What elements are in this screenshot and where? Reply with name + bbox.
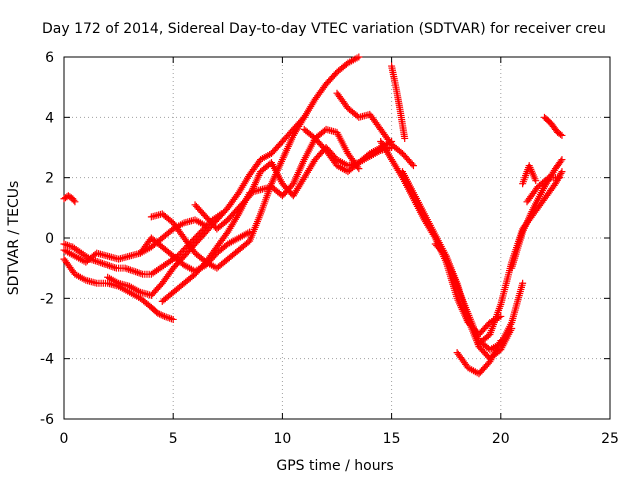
x-tick-label: 25 [601,431,619,447]
data-point [100,260,108,268]
y-tick-label: -2 [40,291,54,307]
data-point [401,134,409,142]
data-point [169,315,177,323]
data-point [104,261,112,269]
x-tick-label: 20 [492,431,510,447]
data-point [93,258,101,266]
grid [64,57,610,419]
data-point [156,310,164,318]
x-tick-label: 10 [273,431,291,447]
data-point [137,270,145,278]
data-point [105,262,113,270]
data-point [111,264,119,272]
data-point [107,262,115,270]
data-point [408,160,416,168]
data-point [109,263,117,271]
x-tick-label: 5 [169,431,178,447]
data-point [154,309,162,317]
data-point [558,156,566,164]
y-tick-label: 0 [45,231,54,247]
x-axis-label: GPS time / hours [276,458,393,474]
data-point [60,240,68,248]
data-point [558,131,566,139]
data-point [98,259,106,267]
data-point [130,267,138,275]
y-tick-label: -4 [40,352,54,368]
data-point [71,198,79,206]
y-axis-label: SDTVAR / TECUs [6,181,22,296]
x-tick-label: 15 [383,431,401,447]
data-point [132,268,140,276]
data-point [125,265,133,273]
data-point [157,311,165,319]
y-tick-label: 2 [45,171,54,187]
data-point [97,259,105,267]
data-point [508,325,516,332]
data-point [166,314,174,322]
y-tick-label: 6 [45,50,54,66]
x-tick-label: 0 [60,431,69,447]
data-point [355,53,363,61]
data-point [519,279,527,287]
chart-title: Day 172 of 2014, Sidereal Day-to-day VTE… [42,21,606,37]
data-point [95,258,103,266]
data-point [126,266,134,274]
data-point [159,312,167,320]
data-point [409,162,417,170]
data-point [497,337,505,345]
data-point [63,241,71,249]
axis-ticks: 0 5 10 15 20 25 -6 -4 -2 0 2 4 6 [40,50,619,447]
data-point [558,168,566,176]
data-point [557,169,565,177]
data-point [532,177,540,185]
data-point [70,196,78,204]
data-points [60,53,566,378]
data-point [128,267,136,275]
data-point [556,130,564,138]
data-point [355,165,363,173]
data-point [135,269,143,277]
data-point [557,157,565,165]
y-tick-label: -6 [40,412,54,428]
data-point [102,261,110,269]
data-point [543,175,551,183]
data-point [556,174,564,182]
data-point [133,268,141,276]
y-tick-label: 4 [45,110,54,126]
data-point [123,265,131,273]
data-point [62,241,70,249]
data-point [167,315,175,323]
